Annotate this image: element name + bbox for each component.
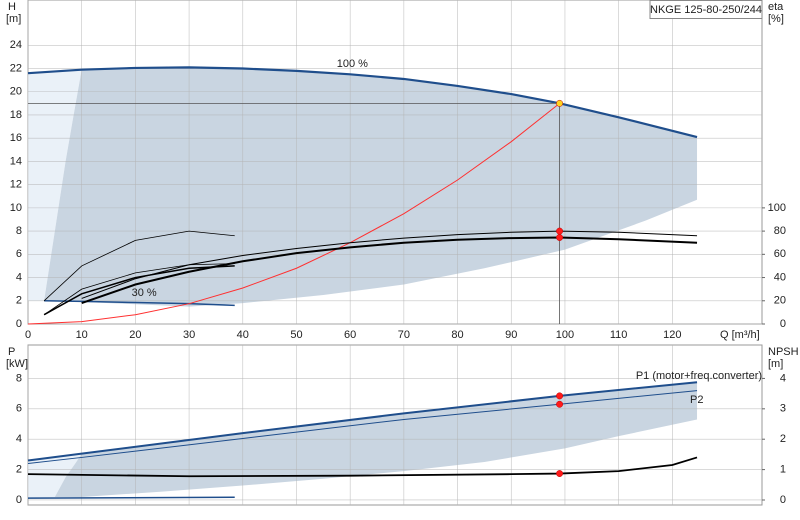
y2-tick-label: 80 (774, 225, 786, 237)
pump-label: NKGE 125-80-250/244 (650, 4, 762, 16)
duty-point (556, 392, 564, 400)
curve (81, 236, 698, 305)
x-tick-label: 50 (290, 329, 302, 341)
y-tick-label: 0 (16, 318, 22, 330)
x-tick-label: 120 (663, 329, 681, 341)
annotation: P2 (690, 394, 703, 406)
curve (43, 265, 235, 316)
y-axis-unit: [m] (6, 13, 21, 25)
y2-tick-label: 100 (768, 202, 786, 214)
y2-tick-label: 40 (774, 271, 786, 283)
x-tick-label: 10 (76, 329, 88, 341)
y-tick-label: 4 (16, 271, 22, 283)
x-tick-label: 30 (183, 329, 195, 341)
y-tick-label: 0 (16, 494, 22, 506)
operating-range (44, 67, 698, 307)
y-tick-label: 6 (16, 403, 22, 415)
y2-axis-unit: [m] (768, 358, 783, 370)
x-tick-label: 90 (505, 329, 517, 341)
duty-point (556, 227, 564, 235)
curve (27, 102, 560, 325)
operating-range (28, 69, 82, 301)
y-tick-label: 12 (10, 179, 22, 191)
y2-axis-label: NPSH (768, 346, 799, 358)
label-box (649, 0, 763, 19)
y2-tick-label: 20 (774, 295, 786, 307)
curve (43, 230, 235, 302)
curve (81, 230, 698, 299)
x-tick-label: 80 (451, 329, 463, 341)
curve (27, 390, 698, 465)
y-tick-label: 2 (16, 295, 22, 307)
x-tick-label: 100 (556, 329, 574, 341)
annotation: 100 % (337, 58, 368, 70)
y-tick-label: 24 (10, 39, 22, 51)
curve (43, 263, 235, 316)
y2-tick-label: 3 (780, 403, 786, 415)
y2-tick-label: 1 (780, 464, 786, 476)
x-tick-label: 0 (25, 329, 31, 341)
y2-tick-label: 2 (780, 433, 786, 445)
y2-axis-unit: [%] (768, 13, 784, 25)
y-tick-label: 20 (10, 86, 22, 98)
y-axis-label: H (8, 1, 16, 13)
duty-point (556, 470, 564, 477)
x-tick-label: 20 (129, 329, 141, 341)
y-axis-unit: [kW] (6, 358, 28, 370)
operating-range (28, 453, 82, 499)
y-tick-label: 4 (16, 433, 22, 445)
y-tick-label: 10 (10, 202, 22, 214)
duty-point (556, 234, 564, 241)
y-axis-label: P (8, 346, 15, 358)
y-tick-label: 2 (16, 464, 22, 476)
x-axis-label: Q [m³/h] (720, 329, 760, 341)
duty-point (556, 99, 564, 107)
y-tick-label: 8 (16, 225, 22, 237)
y-tick-label: 22 (10, 62, 22, 74)
curve (27, 496, 235, 499)
annotation: 30 % (132, 287, 157, 299)
x-tick-label: 60 (344, 329, 356, 341)
y2-tick-label: 0 (780, 318, 786, 330)
x-tick-label: 70 (398, 329, 410, 341)
y-tick-label: 16 (10, 132, 22, 144)
annotation: P1 (motor+freq.converter) (636, 370, 762, 382)
curve (27, 456, 698, 478)
operating-range (54, 382, 698, 497)
duty-point (556, 400, 564, 408)
y-tick-label: 14 (10, 155, 22, 167)
y-tick-label: 8 (16, 372, 22, 384)
y2-tick-label: 4 (780, 372, 786, 384)
y-tick-label: 6 (16, 248, 22, 260)
x-tick-label: 40 (237, 329, 249, 341)
y2-tick-label: 0 (780, 494, 786, 506)
x-tick-label: 110 (610, 329, 628, 341)
curve (27, 381, 698, 462)
y-tick-label: 18 (10, 109, 22, 121)
y2-tick-label: 60 (774, 248, 786, 260)
y2-axis-label: eta (768, 1, 784, 13)
